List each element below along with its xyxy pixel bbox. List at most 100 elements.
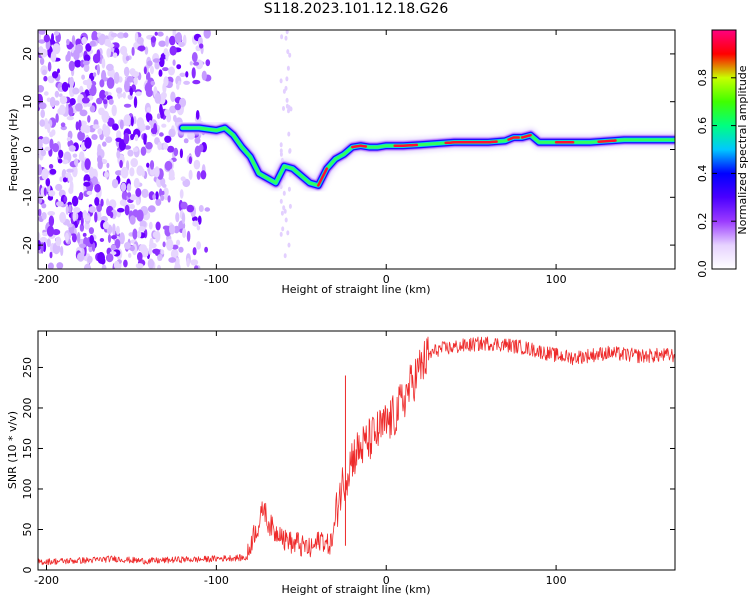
noise-speck	[129, 245, 135, 252]
noise-speck	[139, 220, 147, 229]
noise-speck	[92, 53, 101, 64]
noise-speck	[139, 123, 146, 132]
noise-speck	[136, 36, 144, 45]
ridge-peak	[351, 144, 368, 149]
noise-speck	[71, 35, 76, 46]
noise-speck	[156, 113, 161, 120]
y-tick-label: 10	[21, 95, 34, 109]
noise-speck	[188, 156, 193, 165]
chart-title: S118.2023.101.12.18.G26	[263, 1, 449, 17]
noise-speck	[288, 52, 292, 58]
noise-speck	[191, 67, 196, 79]
noise-speck	[115, 87, 123, 94]
noise-speck	[287, 131, 291, 137]
noise-speck	[47, 123, 51, 134]
ridge-peak	[507, 136, 520, 141]
noise-speck	[96, 64, 100, 76]
noise-speck	[109, 211, 114, 219]
noise-speck	[135, 91, 142, 96]
noise-speck	[104, 171, 109, 178]
noise-speck	[81, 74, 85, 80]
noise-speck	[130, 133, 135, 141]
noise-speck	[143, 66, 147, 75]
noise-speck	[286, 49, 290, 55]
noise-speck	[149, 160, 155, 170]
noise-speck	[74, 158, 79, 167]
noise-speck	[59, 104, 66, 116]
noise-speck	[94, 197, 100, 206]
noise-speck	[123, 103, 132, 108]
noise-speck	[78, 151, 85, 163]
noise-speck	[42, 136, 50, 145]
noise-speck	[154, 166, 160, 178]
noise-speck	[195, 110, 200, 120]
noise-speck	[42, 232, 49, 237]
noise-speck	[52, 229, 61, 236]
noise-speck	[284, 35, 288, 41]
noise-speck	[86, 78, 92, 90]
noise-speck	[82, 232, 87, 237]
noise-speck	[103, 38, 112, 47]
noise-speck	[57, 158, 63, 164]
noise-speck	[102, 221, 110, 230]
noise-speck	[72, 153, 78, 158]
noise-speck	[89, 40, 97, 47]
noise-speck	[129, 87, 133, 96]
noise-speck	[141, 188, 149, 198]
noise-speck	[68, 145, 76, 152]
noise-speck	[280, 210, 284, 216]
noise-speck	[152, 58, 161, 63]
noise-speck	[38, 164, 42, 176]
noise-speck	[204, 207, 211, 212]
x-tick-label: -100	[204, 574, 229, 587]
noise-speck	[74, 59, 82, 68]
noise-speck	[59, 176, 63, 182]
noise-speck	[157, 264, 161, 269]
noise-speck	[42, 241, 47, 253]
noise-speck	[160, 249, 165, 255]
snr-series	[38, 336, 675, 566]
noise-speck	[91, 30, 99, 42]
noise-speck	[279, 148, 283, 154]
noise-speck	[112, 123, 119, 131]
noise-speck	[196, 225, 201, 231]
noise-speck	[99, 89, 107, 101]
noise-speck	[163, 76, 169, 87]
noise-speck	[169, 224, 176, 235]
noise-speck	[121, 190, 128, 201]
noise-speck	[192, 79, 201, 85]
noise-speck	[163, 143, 169, 150]
noise-speck	[58, 149, 64, 159]
noise-speck	[89, 235, 94, 245]
noise-speck	[77, 130, 85, 141]
spectrogram-y-ticks: -20 -10 0 10 20	[21, 47, 675, 254]
noise-speck	[159, 104, 163, 115]
noise-speck	[61, 169, 67, 180]
noise-speck	[171, 244, 179, 250]
noise-speck	[168, 257, 177, 263]
noise-speck	[107, 117, 115, 127]
noise-speck	[199, 43, 204, 49]
noise-speck	[194, 265, 199, 269]
colorbar-tick-label: 0.4	[696, 165, 709, 183]
noise-speck	[81, 160, 85, 171]
noise-speck	[279, 231, 283, 237]
noise-speck	[150, 65, 154, 75]
noise-speck	[47, 211, 56, 216]
noise-speck	[132, 228, 138, 240]
noise-speck	[201, 70, 207, 81]
noise-speck	[65, 172, 72, 178]
noise-speck	[140, 146, 147, 156]
noise-speck	[190, 259, 199, 266]
colorbar-tick-label: 0.6	[696, 117, 709, 135]
noise-speck	[38, 197, 43, 204]
snr-x-label: Height of straight line (km)	[281, 583, 430, 596]
noise-speck	[83, 63, 90, 73]
noise-speck	[67, 223, 73, 228]
noise-speck	[55, 183, 63, 191]
noise-speck	[150, 36, 157, 43]
snr-y-label: SNR (10 * v/v)	[6, 411, 19, 489]
noise-speck	[46, 97, 51, 103]
spectrogram-x-label: Height of straight line (km)	[281, 283, 430, 296]
noise-speck	[137, 252, 143, 262]
